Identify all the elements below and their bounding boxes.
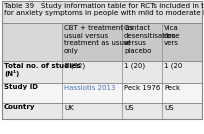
Text: 1 (32): 1 (32) — [64, 62, 85, 69]
Text: Country: Country — [4, 105, 35, 111]
Text: Vica
dese
vers: Vica dese vers — [164, 25, 181, 46]
Text: Contact
desensitisation
versus
placebo: Contact desensitisation versus placebo — [124, 25, 177, 53]
Text: US: US — [124, 105, 133, 111]
Text: US: US — [164, 105, 173, 111]
Bar — [2, 23, 62, 61]
Text: CBT + treatment as
usual versus
treatment as usual
only: CBT + treatment as usual versus treatmen… — [64, 25, 133, 53]
Bar — [2, 61, 202, 83]
Bar — [62, 23, 202, 61]
Bar — [2, 83, 202, 103]
Bar — [2, 1, 202, 119]
Text: Peck: Peck — [164, 85, 180, 90]
Bar — [2, 103, 202, 119]
Text: 1 (20): 1 (20) — [124, 62, 145, 69]
Text: Total no. of studies
(N¹): Total no. of studies (N¹) — [4, 62, 81, 77]
Text: Peck 1976: Peck 1976 — [124, 85, 160, 90]
Text: Hassiotis 2013: Hassiotis 2013 — [64, 85, 115, 90]
Text: 1 (20: 1 (20 — [164, 62, 182, 69]
Bar — [2, 1, 202, 23]
Text: Table 39   Study information table for RCTs included in the a
for anxiety sympto: Table 39 Study information table for RCT… — [4, 3, 204, 16]
Text: UK: UK — [64, 105, 74, 111]
Text: Study ID: Study ID — [4, 85, 38, 90]
